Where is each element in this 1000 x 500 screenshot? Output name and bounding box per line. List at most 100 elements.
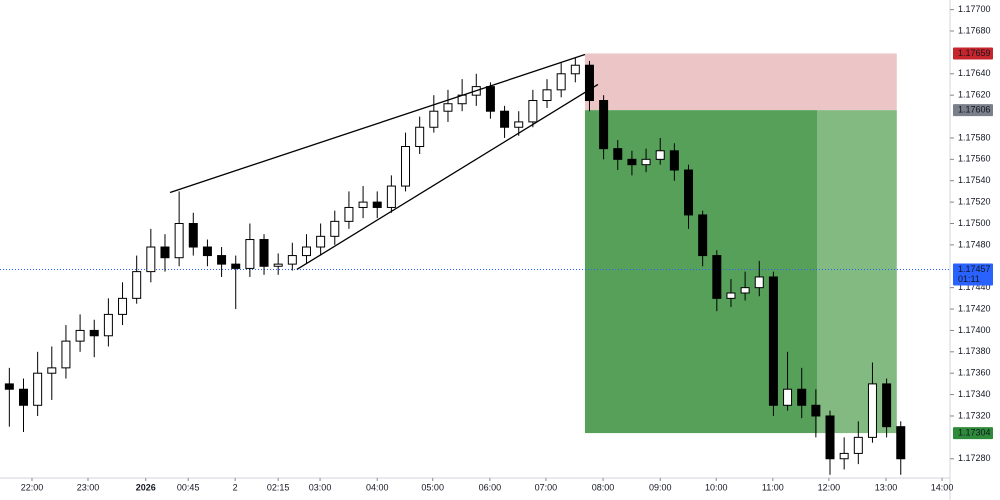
target-zone	[584, 110, 817, 434]
candle-body	[75, 329, 85, 342]
candle-body	[867, 383, 877, 438]
candle-body	[485, 86, 495, 112]
candle-body	[768, 276, 778, 406]
candle-body	[33, 372, 43, 406]
candle-body	[669, 150, 679, 171]
candle-body	[641, 158, 651, 166]
candle-body	[202, 246, 212, 257]
candle-body	[386, 185, 396, 208]
x-tick-label: 04:00	[366, 482, 389, 492]
y-tick-label: 1.17400	[958, 325, 991, 335]
candle-body	[372, 201, 382, 208]
target-price-label-bg	[953, 427, 993, 440]
candle-body	[839, 452, 849, 460]
candle-body	[655, 150, 665, 160]
candle-body	[401, 146, 411, 187]
candle-body	[599, 100, 609, 150]
candle-body	[188, 222, 198, 248]
candle-body	[797, 388, 807, 406]
x-tick-label: 06:00	[479, 482, 502, 492]
x-tick-label: 00:45	[177, 482, 200, 492]
y-tick-label: 1.17540	[958, 175, 991, 185]
x-tick-label: 2026	[136, 482, 156, 492]
y-tick-label: 1.17440	[958, 282, 991, 292]
y-tick-label: 1.17360	[958, 368, 991, 378]
y-tick-label: 1.17520	[958, 196, 991, 206]
candle-body	[726, 292, 736, 299]
candle-body	[698, 214, 708, 257]
candle-body	[47, 367, 57, 374]
y-tick-label: 1.17280	[958, 453, 991, 463]
candle-body	[514, 121, 524, 128]
candle-body	[245, 239, 255, 269]
candle-body	[160, 246, 170, 259]
trendline	[296, 83, 599, 271]
y-tick-label: 1.17480	[958, 239, 991, 249]
y-tick-label: 1.17340	[958, 389, 991, 399]
candle-body	[500, 110, 510, 128]
target-price-label: 1.17304	[958, 427, 991, 437]
candle-body	[429, 110, 439, 128]
candle-body	[61, 340, 71, 369]
candle-body	[443, 103, 453, 112]
candle-body	[301, 246, 311, 257]
stop-zone	[584, 53, 897, 111]
candle-body	[570, 64, 580, 75]
trendline	[169, 53, 586, 194]
candle-body	[118, 297, 128, 315]
candle-body	[217, 255, 227, 265]
candle-body	[4, 383, 14, 390]
candle-body	[132, 271, 142, 299]
candle-body	[783, 388, 793, 406]
last-price-label-bg	[953, 263, 993, 286]
candle-body	[528, 100, 538, 123]
x-tick-label: 13:00	[875, 482, 898, 492]
candle-body	[231, 263, 241, 269]
candle-body	[712, 255, 722, 299]
stop-price-label: 1.17659	[958, 48, 991, 58]
candle-body	[825, 415, 835, 460]
candle-body	[556, 73, 566, 91]
y-tick-label: 1.17700	[958, 4, 991, 14]
candle-body	[754, 276, 764, 289]
entry-price-label-bg	[953, 104, 993, 117]
y-tick-label: 1.17380	[958, 346, 991, 356]
y-tick-label: 1.17420	[958, 303, 991, 313]
x-tick-label: 05:00	[421, 482, 444, 492]
y-tick-label: 1.17320	[958, 410, 991, 420]
y-tick-label: 1.17500	[958, 218, 991, 228]
candle-body	[316, 235, 326, 248]
x-tick-label: 23:00	[77, 482, 100, 492]
x-tick-label: 22:00	[21, 482, 44, 492]
candle-body	[344, 206, 354, 222]
y-tick-label: 1.17620	[958, 90, 991, 100]
candle-body	[613, 148, 623, 160]
candle-body	[287, 255, 297, 265]
candle-body	[853, 436, 863, 454]
last-price-label: 1.17457	[958, 264, 991, 274]
y-tick-label: 1.17580	[958, 132, 991, 142]
x-tick-label: 11:00	[762, 482, 784, 492]
candle-body	[330, 220, 340, 237]
x-tick-label: 09:00	[649, 482, 672, 492]
x-tick-label: 12:00	[818, 482, 841, 492]
target-zone-remaining	[816, 110, 897, 434]
candle-body	[684, 169, 694, 216]
candle-body	[103, 313, 113, 337]
candle-body	[174, 222, 184, 259]
x-tick-label: 08:00	[592, 482, 615, 492]
x-tick-label: 02:15	[267, 482, 290, 492]
candle-body	[627, 158, 637, 166]
y-tick-label: 1.17680	[958, 25, 991, 35]
x-tick-label: 10:00	[705, 482, 728, 492]
x-tick-label: 14:00	[931, 482, 954, 492]
candle-body	[811, 404, 821, 417]
stop-price-label-bg	[953, 47, 993, 60]
candle-body	[584, 64, 594, 102]
candle-body	[542, 89, 552, 102]
x-tick-label: 2	[233, 482, 238, 492]
candle-body	[18, 388, 28, 406]
entry-price-label: 1.17606	[958, 105, 991, 115]
x-tick-label: 07:00	[535, 482, 558, 492]
